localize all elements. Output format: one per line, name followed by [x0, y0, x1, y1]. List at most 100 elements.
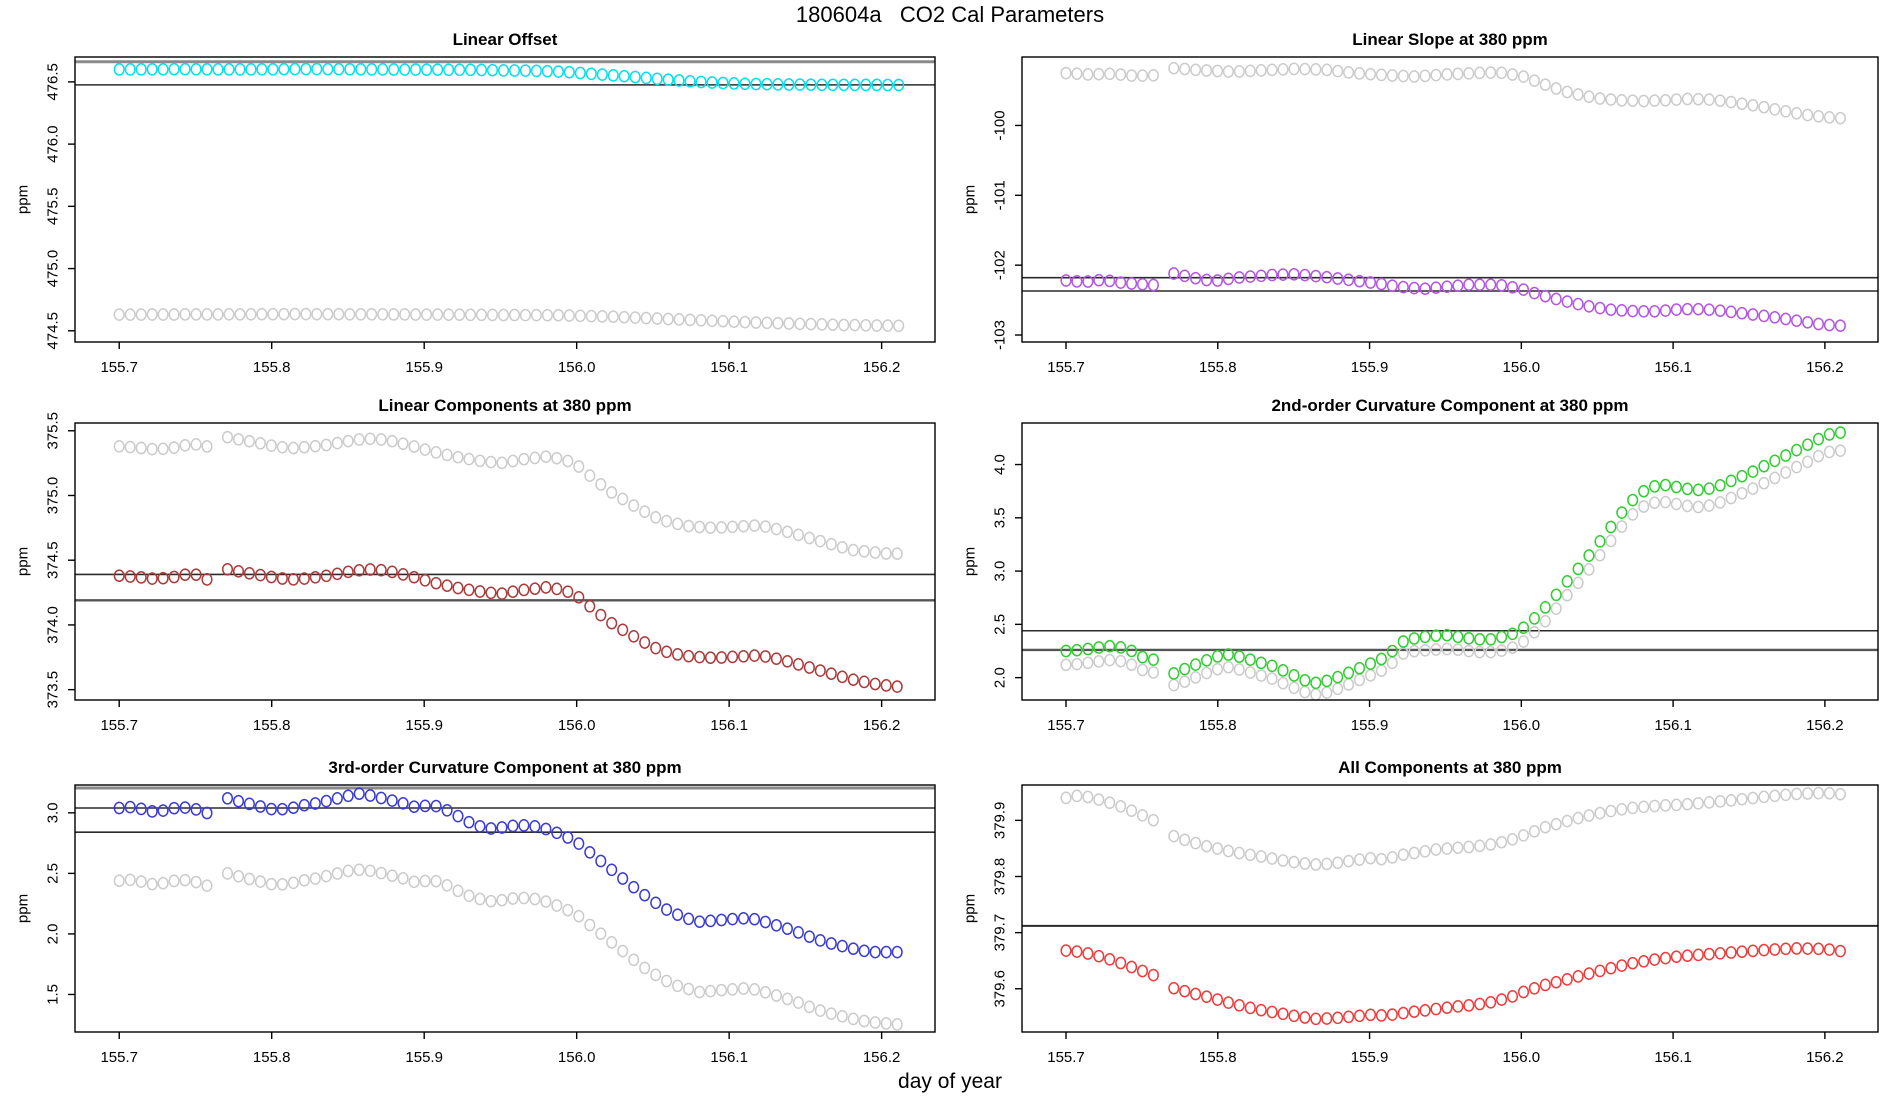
- data-point: [803, 661, 815, 674]
- data-point: [1332, 64, 1344, 78]
- data-point: [421, 63, 433, 77]
- data-point: [190, 308, 202, 321]
- data-point: [1791, 942, 1803, 955]
- data-point: [1539, 78, 1551, 92]
- data-point: [1485, 66, 1497, 79]
- data-point: [113, 801, 125, 815]
- data-point: [651, 72, 663, 86]
- data-point: [825, 937, 837, 950]
- data-point: [397, 871, 409, 885]
- data-point: [1136, 69, 1149, 82]
- x-tick-label: 156.2: [1806, 1049, 1844, 1066]
- data-point: [1115, 641, 1127, 654]
- data-point: [715, 521, 728, 534]
- data-point: [179, 801, 191, 814]
- data-point: [485, 586, 497, 600]
- x-tick-label: 156.2: [1806, 717, 1844, 734]
- data-point: [1747, 308, 1759, 321]
- data-point: [1441, 642, 1453, 656]
- data-point: [1834, 111, 1846, 125]
- data-point: [552, 65, 564, 78]
- data-point: [386, 794, 398, 807]
- data-point: [772, 316, 784, 330]
- data-point: [1583, 809, 1595, 822]
- data-point: [1211, 662, 1224, 676]
- data-point: [1823, 428, 1835, 441]
- data-point: [1605, 303, 1617, 317]
- data-point: [432, 63, 444, 77]
- data-point: [770, 652, 782, 666]
- data-point: [847, 543, 859, 557]
- data-point: [750, 316, 762, 329]
- data-point: [135, 441, 147, 455]
- data-point: [1168, 667, 1180, 680]
- data-point: [825, 537, 837, 551]
- data-point: [891, 680, 903, 693]
- data-point: [1375, 68, 1387, 82]
- data-point: [1060, 791, 1072, 805]
- data-point: [1353, 853, 1366, 866]
- data-point: [146, 62, 158, 76]
- data-point: [430, 799, 442, 813]
- x-tick-label: 156.1: [1654, 1049, 1692, 1066]
- data-point: [1649, 953, 1661, 966]
- data-point: [157, 308, 169, 321]
- data-point: [223, 307, 235, 321]
- data-point: [278, 62, 290, 76]
- data-point: [552, 308, 564, 322]
- data-point: [1736, 469, 1748, 483]
- data-point: [1725, 474, 1737, 488]
- data-point: [474, 892, 486, 906]
- data-point: [858, 675, 870, 689]
- data-point: [1496, 630, 1508, 644]
- data-point: [1572, 297, 1584, 311]
- data-point: [168, 441, 180, 454]
- data-point: [496, 456, 508, 470]
- data-point: [1321, 63, 1333, 77]
- data-point: [1583, 967, 1595, 980]
- data-point: [1190, 658, 1202, 671]
- data-point: [1474, 839, 1486, 853]
- data-point: [827, 318, 839, 332]
- data-point: [1071, 657, 1083, 671]
- data-point: [1496, 644, 1508, 657]
- data-point: [1474, 632, 1486, 646]
- data-point: [1093, 273, 1105, 287]
- data-point: [1299, 857, 1311, 870]
- data-point: [563, 65, 575, 79]
- data-point: [672, 908, 684, 922]
- plot-frame: [74, 422, 936, 701]
- data-point: [1397, 647, 1409, 660]
- red-series: [1060, 942, 1846, 1026]
- data-point: [1266, 852, 1278, 865]
- data-point: [683, 982, 695, 996]
- data-point: [772, 78, 784, 91]
- data-point: [1703, 796, 1715, 809]
- blue-series: [113, 787, 903, 959]
- data-point: [1332, 856, 1344, 870]
- data-point: [342, 789, 354, 803]
- subplot-title: 2nd-order Curvature Component at 380 ppm: [1271, 396, 1628, 415]
- data-point: [1441, 628, 1453, 642]
- y-tick-label: 474.5: [45, 312, 62, 350]
- data-point: [124, 63, 136, 76]
- data-point: [595, 478, 607, 491]
- data-point: [1452, 1000, 1464, 1013]
- data-point: [1343, 854, 1355, 868]
- data-point: [1834, 319, 1846, 333]
- data-point: [397, 437, 409, 451]
- data-point: [748, 519, 761, 532]
- data-point: [1528, 625, 1540, 639]
- data-point: [1627, 94, 1639, 108]
- data-point: [1474, 645, 1486, 659]
- data-point: [1670, 497, 1682, 511]
- data-point: [1649, 94, 1661, 107]
- data-point: [574, 66, 586, 80]
- data-point: [1353, 1009, 1366, 1023]
- data-point: [300, 307, 312, 321]
- data-point: [1277, 854, 1289, 867]
- x-tick-label: 156.0: [1503, 1049, 1541, 1066]
- data-point: [1222, 648, 1234, 661]
- data-point: [816, 318, 828, 331]
- data-point: [1594, 964, 1606, 978]
